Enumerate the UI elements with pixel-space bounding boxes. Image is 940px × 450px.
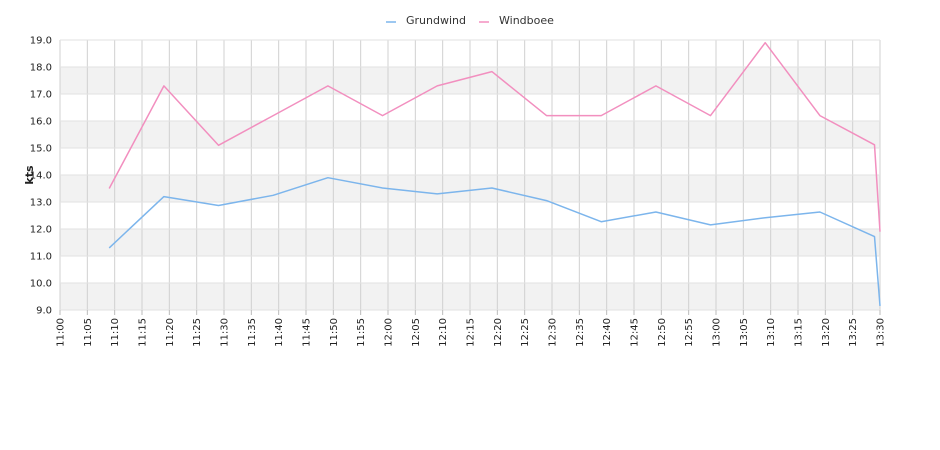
- x-tick-label: 13:00: [712, 318, 723, 347]
- y-tick-label: 19.0: [30, 36, 52, 47]
- x-tick-label: 12:45: [630, 318, 641, 347]
- x-tick-label: 13:20: [821, 318, 832, 347]
- x-tick-label: 11:20: [165, 318, 176, 347]
- series-line-grundwind: [108, 176, 881, 306]
- x-tick-label: 11:40: [274, 318, 285, 347]
- y-axis-title: kts: [23, 165, 36, 185]
- x-tick-label: 11:55: [356, 318, 367, 347]
- y-tick-label: 9.0: [36, 306, 52, 317]
- x-tick-label: 12:15: [466, 318, 477, 347]
- x-tick-label: 12:00: [384, 318, 395, 347]
- x-tick-label: 13:30: [876, 318, 887, 347]
- legend-label-windboee: Windboee: [499, 14, 554, 27]
- x-tick-label: 12:40: [602, 318, 613, 347]
- y-tick-label: 10.0: [30, 279, 52, 290]
- x-tick-label: 13:15: [794, 318, 805, 347]
- y-tick-label: 13.0: [30, 198, 52, 209]
- x-tick-label: 11:25: [192, 318, 203, 347]
- y-tick-label: 17.0: [30, 90, 52, 101]
- x-tick-label: 13:05: [739, 318, 750, 347]
- y-tick-label: 11.0: [30, 252, 52, 263]
- x-tick-label: 11:00: [56, 318, 67, 347]
- x-tick-label: 11:10: [110, 318, 121, 347]
- series-line-windboee: [108, 41, 881, 232]
- x-tick-label: 12:10: [438, 318, 449, 347]
- x-tick-label: 12:30: [548, 318, 559, 347]
- x-tick-label: 11:45: [302, 318, 313, 347]
- series-lines: [108, 41, 881, 306]
- y-tick-label: 12.0: [30, 225, 52, 236]
- x-tick-label: 13:10: [766, 318, 777, 347]
- x-tick-label: 11:30: [220, 318, 231, 347]
- y-tick-label: 15.0: [30, 144, 52, 155]
- y-tick-label: 18.0: [30, 63, 52, 74]
- x-tick-label: 11:15: [138, 318, 149, 347]
- y-tick-label: 14.0: [30, 171, 52, 182]
- x-tick-label: 12:25: [520, 318, 531, 347]
- legend-label-grundwind: Grundwind: [406, 14, 466, 27]
- y-tick-label: 16.0: [30, 117, 52, 128]
- x-tick-label: 11:05: [83, 318, 94, 347]
- x-tick-label: 12:35: [575, 318, 586, 347]
- x-tick-label: 11:50: [329, 318, 340, 347]
- y-axis-ticks: 9.0 10.0 11.0 12.0 13.0 14.0 15.0 16.0 17.0 18.0 1…: [30, 36, 52, 317]
- x-tick-label: 12:20: [493, 318, 504, 347]
- x-tick-label: 12:55: [684, 318, 695, 347]
- x-axis-ticks: 11:00 11:05 11:10 11:15 11:20 11:25 11:30 11:35…: [56, 310, 887, 347]
- legend: Grundwind Windboee: [386, 14, 554, 27]
- x-tick-label: 12:05: [411, 318, 422, 347]
- x-tick-label: 12:50: [657, 318, 668, 347]
- x-tick-label: 13:25: [848, 318, 859, 347]
- x-tick-label: 11:35: [247, 318, 258, 347]
